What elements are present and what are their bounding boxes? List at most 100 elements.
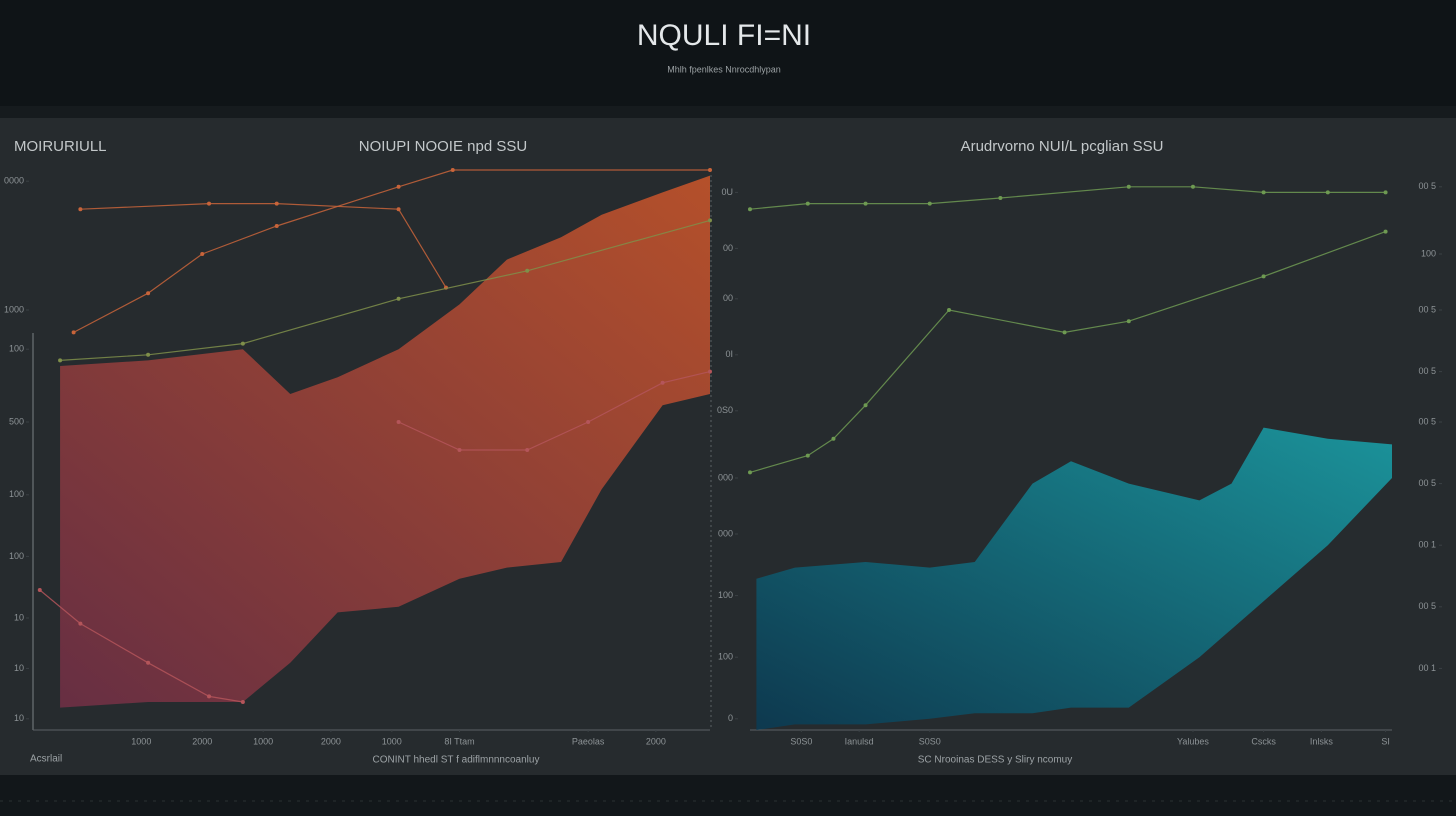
y-tick-label: 00 [723,243,733,253]
x-axis-label: SC Nrooinas DESS y Sliry ncomuy [918,755,1073,766]
y-tick-label: 000 [718,472,733,482]
footer-label: Acsrlail [30,754,62,765]
y-tick-label: 100 [9,344,24,354]
chart-title: NOIUPI NOOIE npd SSU [359,138,527,155]
line [749,186,1386,210]
point [146,660,151,665]
point [146,352,151,357]
point [748,470,752,475]
x-tick-label: 8I Ttam [444,736,474,746]
y2-tick-label: 100 [1421,248,1436,258]
x-axis-label: CONINT hhedl ST f adiflmnnncoanluy [373,755,540,766]
y-tick-label: 10 [14,663,24,673]
point [450,168,455,172]
point [396,420,401,424]
point [240,341,245,346]
y2-tick-label: 00 5 [1418,366,1436,376]
point [240,700,245,704]
y2-tick-label: 00 5 [1418,416,1436,426]
point [274,201,279,206]
y2-tick-label: 00 5 [1418,304,1436,314]
y2-tick-label: 00 5 [1418,181,1436,191]
point [1261,190,1266,195]
point [207,694,212,699]
point [396,184,401,189]
point [37,588,42,592]
point [863,403,868,408]
x-tick-label: Inlsks [1310,736,1334,746]
point [396,207,401,212]
point [1190,184,1195,189]
point [1126,319,1131,324]
point [207,201,212,206]
point [71,330,76,335]
point [1062,330,1067,335]
point [748,207,752,212]
x-tick-label: Paeolas [572,736,605,746]
y-tick-label: 0U [721,187,733,197]
y-tick-label: 0 [728,713,733,723]
x-tick-label: 2000 [192,736,212,746]
point [1383,190,1388,195]
point [708,369,712,374]
header-band [0,0,1456,106]
point [78,207,83,212]
point [708,168,712,172]
x-tick-label: Cscks [1251,736,1276,746]
header-gap [0,106,1456,118]
y-tick-label: 0I [725,349,733,359]
area [756,427,1392,730]
line [60,219,711,361]
point [927,201,932,206]
point [1261,274,1266,279]
x-tick-label: 2000 [321,736,341,746]
area [60,175,710,708]
point [998,196,1003,200]
point [831,436,836,441]
y-tick-label: 10 [14,713,24,723]
line [398,371,711,451]
point [146,291,151,296]
x-tick-label: S0S0 [790,736,812,746]
x-tick-label: Ianulsd [845,736,874,746]
footer-band [0,775,1456,816]
point [1383,229,1388,234]
point [1126,184,1131,189]
point [708,218,712,223]
y-tick-label: 1000 [4,304,24,314]
point [586,420,591,424]
x-tick-label: SI [1381,736,1390,746]
point [525,448,530,452]
y-tick-label: 100 [9,489,24,499]
point [805,453,810,458]
y2-tick-label: 00 1 [1418,663,1436,673]
y-tick-label: 10 [14,612,24,622]
page-title: NQULI FI=NI [637,19,811,52]
y2-tick-label: 00 5 [1418,601,1436,611]
chart-title: Arudrvorno NUI/L pcglian SSU [961,138,1164,155]
y-tick-label: 100 [9,551,24,561]
y-tick-label: 500 [9,416,24,426]
y-tick-label: 00 [723,293,733,303]
x-tick-label: 2000 [646,736,666,746]
page-subtitle: Mhlh fpenlkes Nnrocdhlypan [667,64,781,74]
point [58,358,63,363]
x-tick-label: 1000 [382,736,402,746]
x-tick-label: S0S0 [919,736,941,746]
point [1325,190,1330,195]
y-tick-label: 0S0 [717,405,733,415]
x-tick-label: 1000 [131,736,151,746]
point [457,448,462,452]
point [660,380,665,385]
x-tick-label: Yalubes [1177,736,1209,746]
point [805,201,810,206]
point [200,252,205,256]
panel-label: MOIRURIULL [14,138,107,155]
y-tick-label: 0000 [4,176,24,186]
x-tick-label: 1000 [253,736,273,746]
y-tick-label: 100 [718,652,733,662]
point [396,296,401,301]
point [274,224,279,228]
y-tick-label: 000 [718,528,733,538]
y2-tick-label: 00 5 [1418,478,1436,488]
